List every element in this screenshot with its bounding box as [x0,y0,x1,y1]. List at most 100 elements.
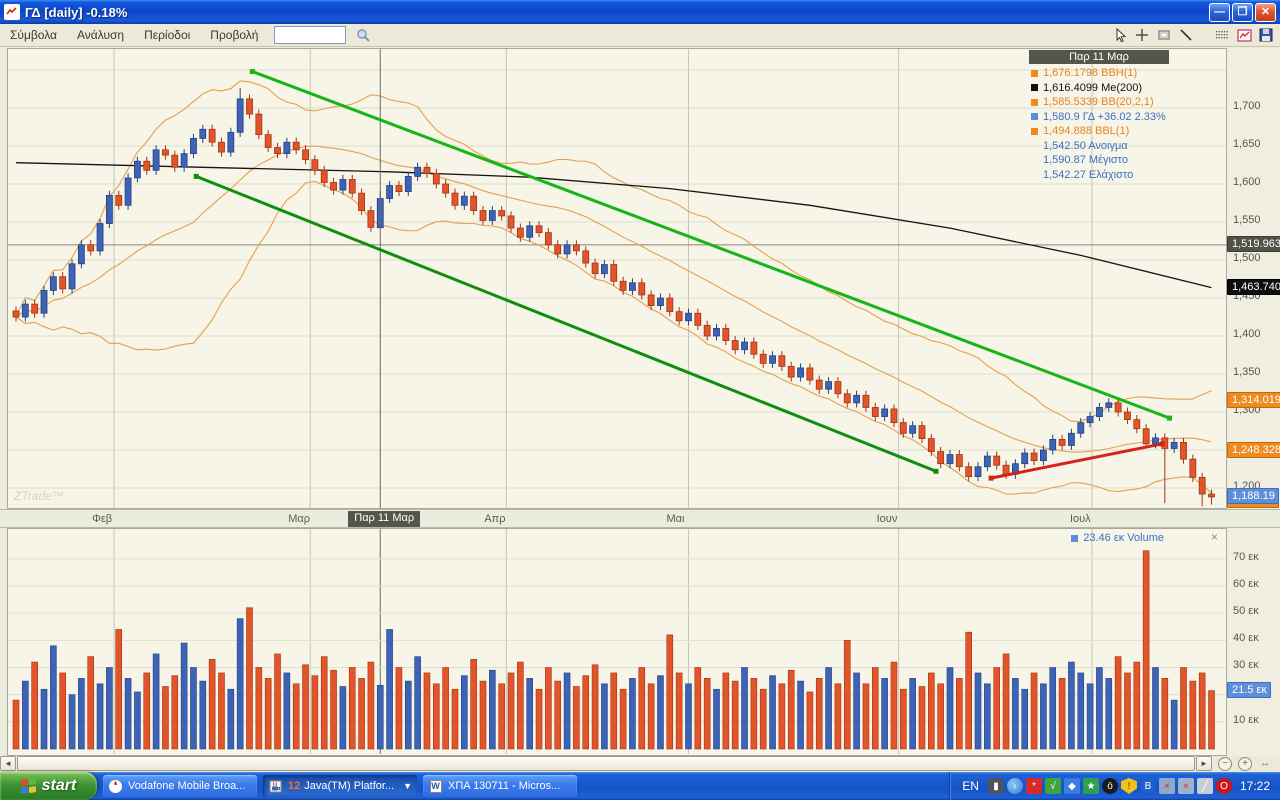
price-tick: 1,350 [1233,366,1261,378]
start-button[interactable]: start [0,772,97,800]
chart-icon[interactable] [1234,26,1254,44]
clock: 17:22 [1239,779,1270,793]
pointer-icon[interactable] [1110,26,1130,44]
save-icon[interactable] [1256,26,1276,44]
legend-text: 1,676.1798 BBH(1) [1043,67,1138,80]
time-axis: Παρ 11 Μαρ Φεβ Μαρ Απρ Μαι Ιουν Ιουλ [0,509,1280,528]
legend-row: 1,590.87 Μέγιστο [1029,153,1169,168]
restore-button[interactable]: ❐ [1232,2,1253,22]
menu-item-0[interactable]: Σύμβολα [10,28,57,42]
hide-icons-chevron-icon[interactable]: ‹ [1006,778,1023,794]
volume-canvas[interactable] [8,529,1226,755]
volume-legend-text: 23.46 εκ Volume [1083,532,1164,544]
month-label: Μαι [666,513,685,525]
volume-tick: 50 εκ [1233,605,1259,618]
price-tick: 1,500 [1233,252,1261,264]
ma200-line [15,162,1212,289]
legend-swatch [1031,84,1038,92]
price-tick: 1,600 [1233,176,1261,188]
opera-icon[interactable]: O [1215,778,1232,794]
tray-icons: ▮ ‹ * √ ◆ ★ ö! B × × ╱ O [985,778,1232,794]
volume-tick: 10 εκ [1233,713,1259,726]
volume-close-icon[interactable]: × [1210,530,1218,544]
price-tick: 1,650 [1233,138,1261,150]
legend-text: 1,616.4099 Me(200) [1043,81,1143,94]
language-indicator[interactable]: EN [962,779,979,793]
price-tick: 1,700 [1233,100,1261,112]
fit-range-button[interactable]: ↔ [1260,758,1270,769]
taskbar-task-1[interactable]: 12 Java(TM) Platfor... ▼ [263,775,417,797]
price-badge: 1,248.328 [1227,442,1280,459]
red-app-icon[interactable]: * [1025,778,1042,794]
volume-tick: 60 εκ [1233,577,1259,590]
price-badge: 1,314.019 [1227,392,1280,409]
mobile-device-icon[interactable]: ▮ [987,778,1004,794]
java-icon [268,779,283,794]
symbol-input[interactable] [274,26,347,44]
legend-date-badge: Παρ 11 Μαρ [1029,50,1169,64]
price-tick: 1,400 [1233,328,1261,340]
minimize-button[interactable]: — [1209,2,1230,22]
task-label: Java(TM) Platfor... [304,780,395,792]
volume-tick: 30 εκ [1233,659,1259,672]
taskbar-task-2[interactable]: W ΧΠΑ 130711 - Micros... [423,775,577,797]
price-badge: 1,519.963 [1227,235,1280,252]
indicator-legend: Παρ 11 Μαρ 1,676.1798 BBH(1) 1,616.4099 M… [1029,50,1169,182]
menu-items: Σύμβολα Ανάλυση Περίοδοι Προβολή [0,25,268,45]
antivirus-ok-icon[interactable]: √ [1044,778,1061,794]
scroll-thumb[interactable] [17,756,1195,771]
taskbar: start ❛ Vodafone Mobile Broa... 12 Java(TM)… [0,772,1280,800]
network-offline-icon[interactable]: × [1158,778,1175,794]
zoom-out-button[interactable]: − [1218,757,1232,771]
grid-dots-icon[interactable] [1212,26,1232,44]
dropbox-icon[interactable]: ◆ [1063,778,1080,794]
price-badge: 1,463.740 [1227,278,1280,295]
menu-bar: Σύμβολα Ανάλυση Περίοδοι Προβολή [0,24,1280,47]
menu-item-2[interactable]: Περίοδοι [144,28,191,42]
vodafone-icon: ❛ [108,779,123,794]
volume-tick: 70 εκ [1233,550,1259,563]
legend-text: 1,585.5339 BB(20,2,1) [1043,96,1154,109]
zoom-in-button[interactable]: + [1238,757,1252,771]
scroll-right-button[interactable]: ► [1196,756,1212,771]
crosshair-icon[interactable] [1132,26,1152,44]
volume-badge: 21.5 εκ [1227,681,1271,698]
scroll-left-button[interactable]: ◄ [0,756,16,771]
legend-row: 1,542.50 Ανοιγμα [1029,139,1169,154]
legend-text: 1,590.87 Μέγιστο [1043,154,1128,167]
windows-logo-icon [20,778,37,794]
support-line [988,441,1165,481]
volume-pane[interactable]: 23.46 εκ Volume × [7,528,1227,756]
license-icon[interactable]: ★ [1082,778,1099,794]
legend-row: 1,585.5339 BB(20,2,1) [1029,95,1169,110]
trading-app-window: ΓΔ [daily] -0.18% — ❐ ✕ Σύμβολα Ανάλυση Πε… [0,0,1280,772]
legend-row: 1,542.27 Ελάχιστο [1029,168,1169,183]
search-icon[interactable] [354,26,372,44]
volume-legend: 23.46 εκ Volume [1071,532,1164,544]
title-bar: ΓΔ [daily] -0.18% — ❐ ✕ [0,0,1280,24]
price-chart-canvas[interactable] [8,49,1226,508]
price-axis: 1,700 1,650 1,600 1,550 1,500 1,450 1,400 1,350… [1227,48,1280,509]
price-chart-pane[interactable]: ZTrade™ Παρ 11 Μαρ 1,676.1798 BBH(1) 1,61… [7,48,1227,509]
window-title: ΓΔ [daily] -0.18% [25,4,128,20]
security-alert-icon[interactable]: ! [1120,778,1137,794]
legend-swatch [1031,113,1038,121]
watermark: ZTrade™ [14,489,64,503]
price-badge: 1,188.19 [1227,487,1279,504]
app-chart-icon [4,4,20,20]
channel-bottom [193,173,939,474]
trendline-icon[interactable] [1176,26,1196,44]
stylus-icon[interactable]: ╱ [1196,778,1213,794]
menu-item-3[interactable]: Προβολή [210,28,259,42]
month-label: Μαρ [288,513,310,525]
close-button[interactable]: ✕ [1255,2,1276,22]
chart-area: ZTrade™ Παρ 11 Μαρ 1,676.1798 BBH(1) 1,61… [0,47,1280,772]
rectangle-icon[interactable] [1154,26,1174,44]
taskbar-task-0[interactable]: ❛ Vodafone Mobile Broa... [103,775,257,797]
panda-icon[interactable]: ö [1101,778,1118,794]
display-offline-icon[interactable]: × [1177,778,1194,794]
bluetooth-icon[interactable]: B [1139,778,1156,794]
system-tray: EN ▮ ‹ * √ ◆ ★ ö! B × × ╱ O 17:22 [949,772,1280,800]
menu-item-1[interactable]: Ανάλυση [77,28,125,42]
task-buttons: ❛ Vodafone Mobile Broa... 12 Java(TM) Platf… [97,775,577,797]
